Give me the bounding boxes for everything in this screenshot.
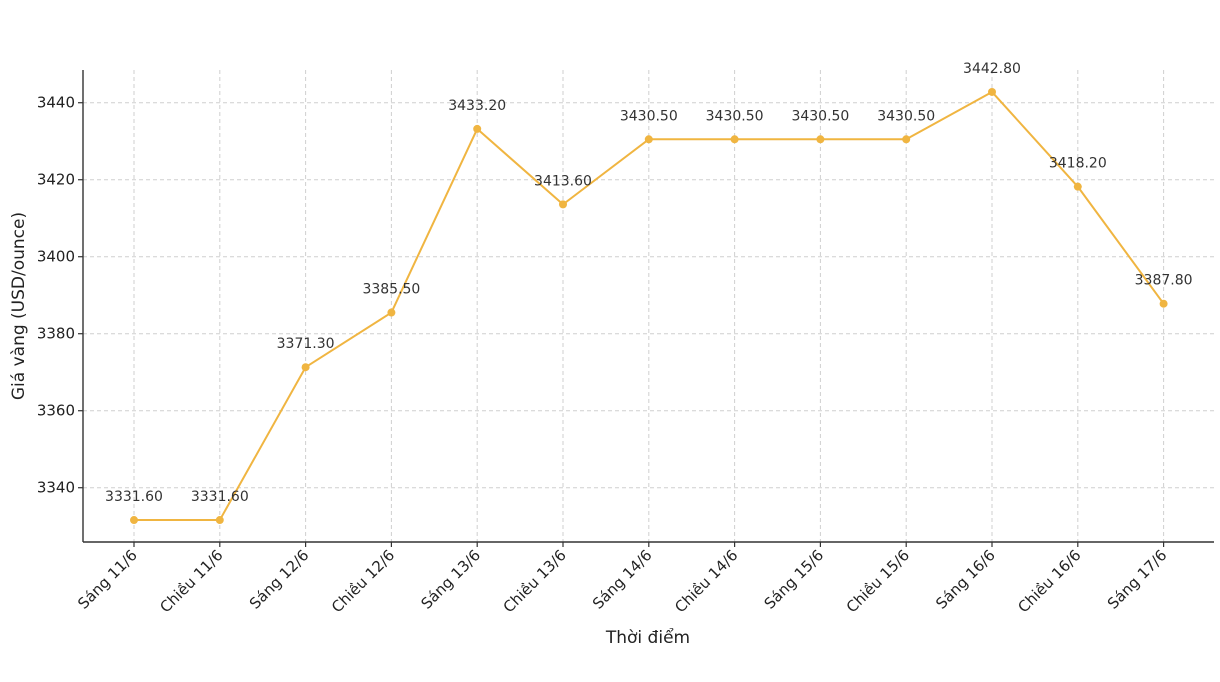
x-tick-label: Sáng 13/6	[417, 546, 484, 613]
data-label: 3442.80	[963, 61, 1021, 77]
data-point	[215, 516, 224, 525]
data-point	[1073, 182, 1082, 191]
data-labels: 3331.60 3331.60 3371.30 3385.50 3433.20 3413.…	[105, 61, 1193, 505]
y-tick-label: 3420	[37, 171, 75, 189]
x-tick-label: Sáng 11/6	[74, 546, 141, 613]
data-label: 3371.30	[277, 336, 335, 352]
data-point	[1159, 299, 1168, 308]
x-tick-label: Chiều 14/6	[671, 546, 741, 616]
x-tick-label: Sáng 14/6	[589, 546, 656, 613]
x-tick-label: Chiều 12/6	[328, 546, 398, 616]
data-label: 3430.50	[706, 108, 764, 124]
x-tick-label: Chiều 15/6	[843, 546, 913, 616]
data-label: 3331.60	[105, 489, 163, 505]
grid	[83, 70, 1214, 542]
data-label: 3331.60	[191, 489, 249, 505]
data-point	[988, 87, 996, 96]
y-tick-label: 3400	[37, 248, 75, 266]
data-point	[387, 308, 396, 317]
data-point	[816, 135, 825, 144]
x-tick-label: Sáng 15/6	[761, 546, 828, 613]
data-label: 3430.50	[791, 108, 849, 124]
data-point	[130, 516, 138, 525]
data-label: 3430.50	[877, 108, 935, 124]
x-tick-label: Sáng 17/6	[1104, 546, 1171, 613]
x-tick-label: Sáng 12/6	[246, 546, 313, 613]
y-tick-label: 3340	[37, 479, 75, 497]
data-label: 3387.80	[1135, 273, 1193, 289]
y-axis-ticks: 3340 3360 3380 3400 3420 3440	[37, 94, 83, 497]
x-tick-label: Chiều 16/6	[1014, 546, 1084, 616]
data-label: 3413.60	[534, 173, 592, 189]
data-label: 3430.50	[620, 108, 678, 124]
y-axis-title: Giá vàng (USD/ounce)	[9, 212, 29, 400]
y-tick-label: 3360	[37, 402, 75, 420]
data-point	[730, 135, 739, 144]
data-point	[559, 200, 567, 209]
data-label: 3433.20	[448, 98, 506, 114]
series-group	[130, 87, 1168, 525]
x-tick-label: Chiều 11/6	[156, 546, 226, 616]
x-axis-title: Thời điểm	[605, 627, 690, 648]
data-point	[473, 124, 482, 133]
x-tick-label: Sáng 16/6	[932, 546, 999, 613]
x-axis-ticks: Sáng 11/6 Chiều 11/6 Sáng 12/6 Chiều 12/6 Sá…	[74, 542, 1170, 616]
data-label: 3418.20	[1049, 156, 1107, 172]
x-tick-label: Chiều 13/6	[500, 546, 570, 616]
data-point	[902, 135, 911, 144]
data-label: 3385.50	[362, 282, 420, 298]
y-tick-label: 3440	[37, 94, 75, 112]
data-point	[301, 363, 310, 372]
y-tick-label: 3380	[37, 325, 75, 343]
data-point	[644, 135, 653, 144]
